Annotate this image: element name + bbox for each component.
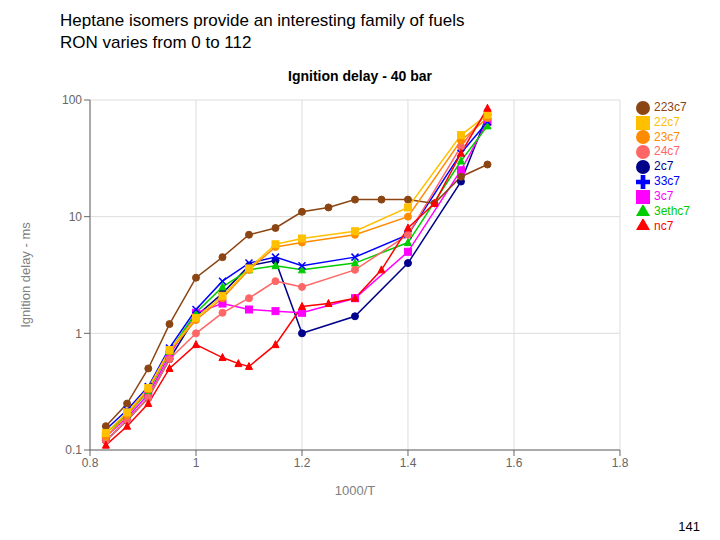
svg-text:1: 1 [75, 327, 82, 341]
svg-text:1: 1 [193, 456, 200, 470]
svg-text:Ignition delay - ms: Ignition delay - ms [18, 222, 33, 328]
svg-text:1.6: 1.6 [506, 456, 523, 470]
html-text:141: 141 [678, 519, 700, 534]
html-text:33c7: 33c7 [654, 174, 680, 189]
html-text:24c7: 24c7 [654, 144, 680, 159]
svg-text:0.8: 0.8 [82, 456, 99, 470]
html-text:23c7: 23c7 [654, 129, 680, 144]
html-text:2c7: 2c7 [654, 159, 674, 174]
svg-text:0.1: 0.1 [65, 443, 82, 457]
svg-text:1000/T: 1000/T [335, 483, 376, 498]
svg-text:10: 10 [69, 210, 83, 224]
html-text:3ethc7: 3ethc7 [654, 203, 690, 218]
html-text:22c7: 22c7 [654, 114, 680, 129]
html-text:nc7: nc7 [654, 218, 674, 233]
svg-text:1.4: 1.4 [400, 456, 417, 470]
svg-text:100: 100 [62, 93, 82, 107]
html-text:3c7: 3c7 [654, 189, 674, 203]
html-text:223c7: 223c7 [654, 100, 687, 114]
html-text:Ignition delay - 40 bar: Ignition delay - 40 bar [288, 68, 432, 84]
svg-text:1.2: 1.2 [294, 456, 311, 470]
html-text:Heptane isomers provide an int: Heptane isomers provide an interesting f… [60, 11, 465, 52]
svg-text:1.8: 1.8 [612, 456, 629, 470]
